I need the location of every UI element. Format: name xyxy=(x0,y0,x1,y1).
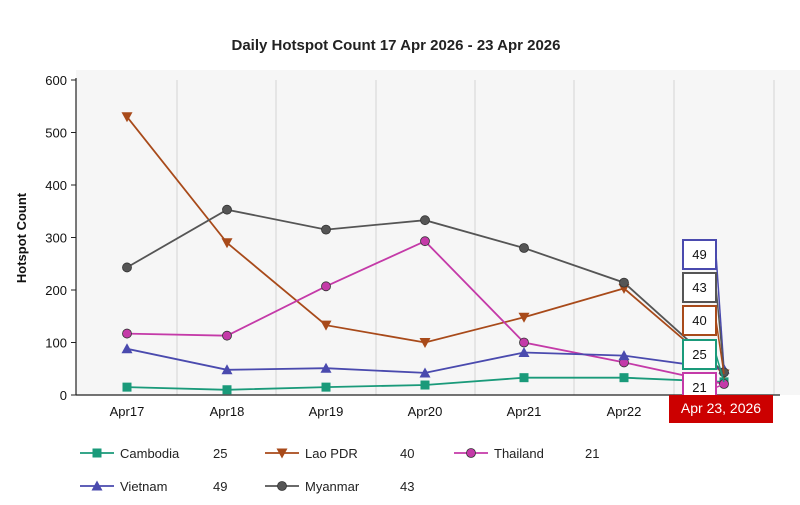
y-tick-label-0: 0 xyxy=(60,388,67,403)
data-point-vietnam-2 xyxy=(320,362,332,373)
legend-name-myanmar: Myanmar xyxy=(305,479,360,494)
data-point-thailand-0 xyxy=(122,328,132,339)
callout-leader-vietnam xyxy=(715,254,725,370)
legend-marker-vietnam xyxy=(91,480,103,491)
data-point-vietnam-5 xyxy=(618,350,630,361)
legend-name-cambodia: Cambodia xyxy=(120,446,180,461)
x-tick-label-Apr17: Apr17 xyxy=(110,404,145,419)
tooltip-date-label: Apr 23, 2026 xyxy=(681,400,761,416)
data-point-vietnam-4 xyxy=(518,346,530,357)
legend-marker-cambodia xyxy=(92,448,102,458)
callout-leader-cambodia xyxy=(715,354,725,383)
data-point-myanmar-3 xyxy=(420,215,430,226)
x-tick-label-Apr22: Apr22 xyxy=(607,404,642,419)
callout-value-vietnam: 49 xyxy=(692,247,706,262)
y-axis-label: Hotspot Count xyxy=(14,192,29,283)
data-point-lao-pdr-3 xyxy=(419,338,431,348)
legend-value-thailand: 21 xyxy=(585,446,599,461)
chart-title: Daily Hotspot Count 17 Apr 2026 - 23 Apr… xyxy=(232,37,561,54)
data-point-myanmar-4 xyxy=(519,243,529,253)
callout-box-lao-pdr xyxy=(682,305,717,336)
callout-leader-myanmar xyxy=(715,287,725,373)
data-point-myanmar-5 xyxy=(619,277,629,288)
data-point-cambodia-5 xyxy=(619,373,629,383)
x-tick-label-Apr21: Apr21 xyxy=(507,404,542,419)
data-point-myanmar-1 xyxy=(222,204,232,215)
legend-value-myanmar: 43 xyxy=(400,479,414,494)
y-tick-label-300: 300 xyxy=(45,231,67,246)
data-point-cambodia-4 xyxy=(519,373,529,383)
callout-box-vietnam xyxy=(682,239,717,270)
data-point-cambodia-3 xyxy=(420,380,430,390)
data-point-cambodia-0 xyxy=(122,382,132,392)
callout-leader-thailand xyxy=(715,383,725,389)
data-point-cambodia-2 xyxy=(321,382,331,392)
y-tick-label-600: 600 xyxy=(45,73,67,88)
legend-name-thailand: Thailand xyxy=(494,446,544,461)
y-tick-label-100: 100 xyxy=(45,336,67,351)
x-tick-label-Apr19: Apr19 xyxy=(309,404,344,419)
data-point-lao-pdr-1 xyxy=(221,238,233,249)
legend-value-vietnam: 49 xyxy=(213,479,227,494)
callout-leader-lao-pdr xyxy=(715,320,725,375)
data-point-myanmar-2 xyxy=(321,224,331,235)
legend-name-lao-pdr: Lao PDR xyxy=(305,446,358,461)
data-point-thailand-3 xyxy=(420,236,430,247)
grid-lines xyxy=(176,80,775,395)
data-point-myanmar-0 xyxy=(122,262,132,273)
x-tick-label-Apr20: Apr20 xyxy=(408,404,443,419)
series-layer xyxy=(121,112,730,395)
hover-tooltip: Apr 23, 2026 xyxy=(669,395,773,423)
legend: Cambodia 25 Lao PDR 40 Thailand 21 Vietnam 49 My… xyxy=(80,446,599,494)
callout-box-myanmar xyxy=(682,272,717,303)
callout-value-myanmar: 43 xyxy=(692,280,706,295)
tooltip-box xyxy=(669,395,773,423)
y-tick-label-400: 400 xyxy=(45,178,67,193)
data-point-lao-pdr-2 xyxy=(320,320,332,331)
legend-marker-myanmar xyxy=(277,481,287,491)
data-point-cambodia-1 xyxy=(222,385,232,395)
plot-background xyxy=(76,70,800,395)
callout-value-thailand: 21 xyxy=(692,380,706,395)
data-point-thailand-2 xyxy=(321,281,331,292)
data-point-vietnam-3 xyxy=(419,367,431,378)
y-tick-label-500: 500 xyxy=(45,126,67,141)
legend-marker-thailand xyxy=(466,448,476,458)
data-point-thailand-4 xyxy=(519,337,529,348)
callout-box-cambodia xyxy=(682,339,717,370)
callout-value-cambodia: 25 xyxy=(692,347,706,362)
axes: 0 100 200 300 400 500 600 Apr17 Apr18 Apr19 Apr20 A… xyxy=(45,73,780,419)
x-tick-label-Apr18: Apr18 xyxy=(210,404,245,419)
data-point-vietnam-1 xyxy=(221,364,233,375)
legend-value-cambodia: 25 xyxy=(213,446,227,461)
callout-value-lao-pdr: 40 xyxy=(692,313,706,328)
data-point-lao-pdr-4 xyxy=(518,312,530,323)
legend-value-lao-pdr: 40 xyxy=(400,446,414,461)
legend-name-vietnam: Vietnam xyxy=(120,479,167,494)
data-point-vietnam-0 xyxy=(121,343,133,354)
legend-marker-lao-pdr xyxy=(276,448,288,459)
data-point-thailand-1 xyxy=(222,330,232,341)
data-point-lao-pdr-0 xyxy=(121,112,133,123)
y-tick-label-200: 200 xyxy=(45,283,67,298)
